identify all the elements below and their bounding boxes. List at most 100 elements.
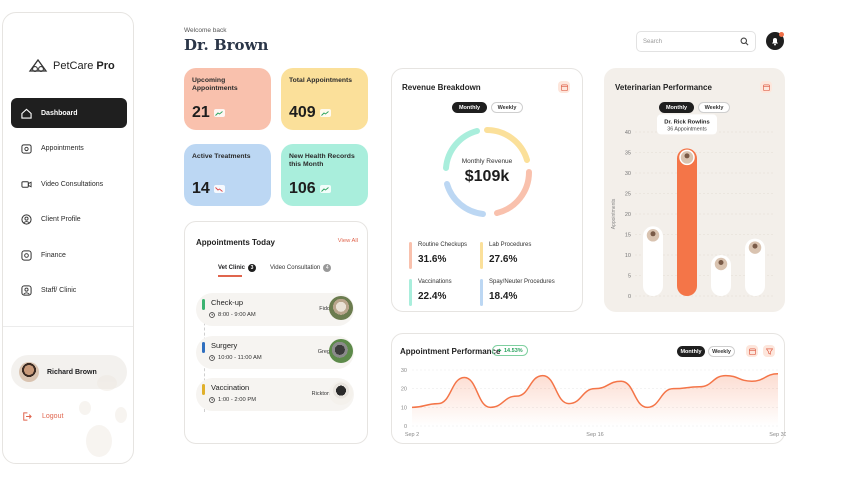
home-icon [20,107,32,119]
arrow-up-icon [497,348,502,351]
y-axis-label: Appointments [611,198,617,229]
donut-center-value: $109k [464,168,510,185]
notification-button[interactable] [766,32,784,50]
donut-segment-lab-procedures [484,127,530,163]
revenue-breakdown-card: Revenue Breakdown Monthly Weekly Monthly… [391,68,583,312]
appointment-item[interactable]: Check-up 8:00 - 9:00 AM Fido [196,293,354,326]
y-tick-label: 20 [625,212,631,218]
stat-value: 21 [192,104,210,121]
filter-button[interactable] [763,345,775,357]
card-title: Appointment Performance [400,347,501,356]
stat-new-health-records[interactable]: New Health Records this Month 106 [281,144,368,206]
finance-icon [20,249,32,261]
vet-avatar-face [718,260,724,265]
legend-color-bar [480,279,483,306]
user-icon [20,214,32,226]
sidebar-nav: Dashboard Appointments Video Consultatio… [11,98,127,311]
legend-value: 31.6% [418,254,447,265]
search-icon [740,37,749,46]
tab-weekly[interactable]: Weekly [708,346,735,357]
appointment-item[interactable]: Vaccination 1:00 - 2:00 PM Rickton [196,378,354,411]
sidebar-item-label: Video Consultations [41,180,104,188]
tab-count-badge: 3 [248,264,257,272]
appointment-color-bar [202,342,205,353]
pet-name: Fido [319,306,330,312]
legend-value: 27.6% [489,254,518,265]
view-all-link[interactable]: View All [337,238,358,244]
legend-color-bar [480,242,483,269]
search-input[interactable]: Search [636,31,756,52]
sidebar-item-label: Staff/ Clinic [41,287,77,294]
bell-icon [772,38,778,46]
donut-segment-routine-checkups [494,169,533,216]
bar-highlighted[interactable] [677,148,697,296]
sidebar-item-label: Appointments [41,145,84,152]
tab-monthly[interactable]: Monthly [677,346,705,357]
video-icon [20,178,32,190]
legend-label: Vaccinations [418,279,452,285]
sidebar-item-dashboard[interactable]: Dashboard [11,98,127,128]
logout-icon [23,412,32,421]
appointment-color-bar [202,384,205,395]
sidebar-item-client-profile[interactable]: Client Profile [11,205,127,235]
y-tick-label: 10 [625,253,631,259]
sidebar-item-staff-clinic[interactable]: Staff/ Clinic [11,276,127,306]
sidebar-item-label: Dashboard [41,109,78,117]
tab-monthly[interactable]: Monthly [659,102,694,113]
stat-upcoming-appointments[interactable]: Upcoming Appointments 21 [184,68,271,130]
veterinarian-performance-card: Veterinarian Performance Monthly Weekly … [604,68,785,312]
bar[interactable] [643,226,663,296]
y-tick-label: 25 [625,192,631,198]
appointment-time: 10:00 - 11:00 AM [218,355,262,361]
appointment-performance-card: Appointment Performance 14.53% Monthly W… [391,333,786,444]
tab-video-consultation[interactable]: Video Consultation 4 [270,264,332,272]
calendar-icon [762,84,770,91]
calendar-button[interactable] [558,81,570,93]
app-logo[interactable]: PetCare Pro [27,57,115,75]
tab-weekly[interactable]: Weekly [491,102,523,113]
y-tick-label: 30 [625,171,631,177]
welcome-text: Welcome back [184,27,227,34]
growth-value: 14.53% [504,347,523,354]
tab-count-badge: 4 [323,264,332,272]
stat-value: 409 [289,104,316,121]
sidebar-item-appointments[interactable]: Appointments [11,134,127,164]
appointment-name: Vaccination [211,383,250,392]
sidebar-item-video-consultations[interactable]: Video Consultations [11,169,127,199]
staff-icon [20,285,32,297]
y-tick-label: 5 [628,274,631,280]
appointment-color-bar [202,299,205,310]
y-tick-label: 30 [401,368,407,374]
legend-label: Routine Checkups [418,242,468,248]
tab-monthly[interactable]: Monthly [452,102,487,113]
appointment-item[interactable]: Surgery 10:00 - 11:00 AM Greg [196,336,354,369]
calendar-button[interactable] [760,81,772,93]
vet-avatar-face [752,243,758,249]
search-placeholder: Search [643,38,663,45]
appointments-today-card: Appointments Today View All Vet Clinic 3… [184,221,368,444]
tab-weekly[interactable]: Weekly [698,102,730,113]
trend-up-icon [319,109,331,117]
sidebar-divider [3,326,133,327]
sidebar-item-finance[interactable]: Finance [11,240,127,270]
paw-logo-icon [28,58,48,72]
stat-active-treatments[interactable]: Active Treatments 14 [184,144,271,206]
calendar-icon [20,143,32,155]
calendar-icon [560,84,568,91]
y-tick-label: 0 [404,424,407,430]
stat-label: New Health Records this Month [289,153,355,168]
logout-button[interactable]: Logout [21,411,63,422]
y-tick-label: 0 [628,294,631,300]
legend-value: 18.4% [489,291,518,302]
filter-icon [765,348,773,355]
brand-name: PetCare [53,60,94,72]
legend-label: Spay/Neuter Procedures [489,279,555,285]
growth-badge: 14.53% [492,345,528,356]
donut-segment-spay-neuter [444,181,486,217]
stat-label: Active Treatments [192,153,251,160]
stat-total-appointments[interactable]: Total Appointments 409 [281,68,368,130]
tab-vet-clinic[interactable]: Vet Clinic 3 [218,264,257,272]
calendar-button[interactable] [746,345,758,357]
pet-photo [329,296,353,320]
active-tab-underline [218,275,242,277]
